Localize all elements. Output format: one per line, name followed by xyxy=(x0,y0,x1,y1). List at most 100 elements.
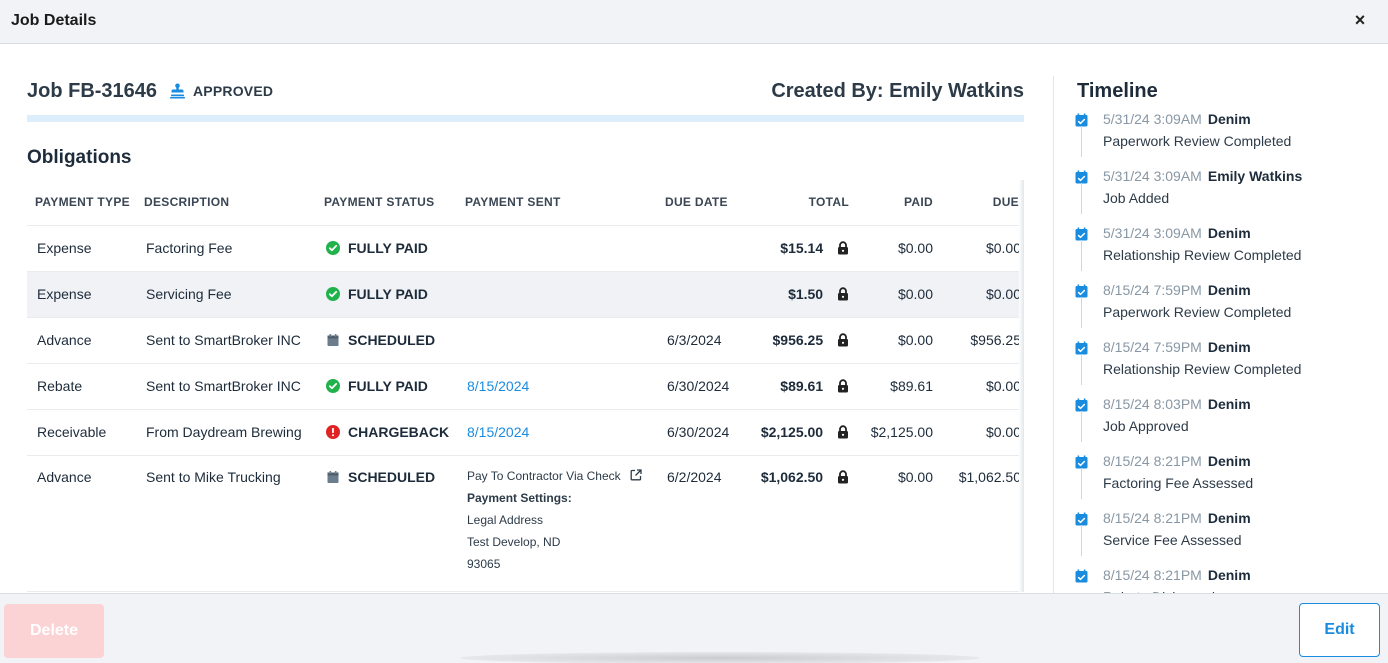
cell-description: From Daydream Brewing xyxy=(136,409,316,456)
obligations-table-container[interactable]: PAYMENT TYPE DESCRIPTION PAYMENT STATUS … xyxy=(27,180,1024,592)
timeline-date: 8/15/24 7:59PM xyxy=(1103,339,1202,355)
obligations-title: Obligations xyxy=(27,147,132,168)
timeline-actor: Denim xyxy=(1207,339,1251,355)
table-row[interactable]: Rebate Sent to SmartBroker INC FULLY PAI… xyxy=(27,363,1024,410)
cell-paid: $2,125.00 xyxy=(849,409,933,456)
cell-due-date: 6/30/2024 xyxy=(657,409,753,456)
timeline-actor: Denim xyxy=(1207,396,1251,412)
timeline-event: Paperwork Review Completed xyxy=(1103,304,1292,320)
table-scroll-edge xyxy=(1019,180,1024,592)
cell-payment-type: Receivable xyxy=(27,409,136,456)
payment-detail: Pay To Contractor Via Check Payment Sett… xyxy=(467,465,657,575)
modal-footer: Delete Edit xyxy=(0,593,1388,663)
check-circle-icon xyxy=(326,287,340,301)
cell-due: $0.00 xyxy=(933,363,1024,410)
check-circle-icon xyxy=(326,379,340,393)
lock-icon xyxy=(838,287,848,301)
timeline-connector xyxy=(1081,297,1082,328)
created-by: Created By: Emily Watkins xyxy=(771,80,1024,102)
timeline-connector xyxy=(1081,468,1082,499)
payment-status: SCHEDULED xyxy=(326,332,457,348)
timeline-connector xyxy=(1081,525,1082,556)
panel-divider xyxy=(1053,76,1054,593)
table-row[interactable]: Expense Factoring Fee FULLY PAID $15.14 … xyxy=(27,225,1024,272)
calendar-check-icon xyxy=(1075,170,1088,184)
col-header-due: DUE xyxy=(933,180,1024,226)
table-row[interactable]: Advance Sent to SmartBroker INC SCHEDULE… xyxy=(27,317,1024,364)
timeline-event: Service Fee Assessed xyxy=(1103,532,1242,548)
timeline-actor: Emily Watkins xyxy=(1207,168,1303,184)
timeline-date: 8/15/24 7:59PM xyxy=(1103,282,1202,298)
cell-due-date xyxy=(657,225,753,272)
job-status-text: APPROVED xyxy=(193,82,274,99)
timeline-connector xyxy=(1081,240,1082,271)
timeline-event: Paperwork Review Completed xyxy=(1103,133,1292,149)
timeline-item: 8/15/24 8:21PM Denim Factoring Fee Assesse… xyxy=(1054,418,1388,499)
timeline-event: Relationship Review Completed xyxy=(1103,247,1302,263)
cell-paid: $0.00 xyxy=(849,225,933,272)
delete-button[interactable]: Delete xyxy=(4,604,104,658)
cell-total: $15.14 xyxy=(780,240,824,256)
timeline-date: 8/15/24 8:21PM xyxy=(1103,453,1202,469)
check-circle-icon xyxy=(326,241,340,255)
calendar-check-icon xyxy=(1075,398,1088,412)
timeline-connector xyxy=(1081,354,1082,385)
payment-sent-link[interactable]: 8/15/2024 xyxy=(467,378,530,394)
timeline-panel[interactable]: Timeline 5/31/24 3:09AM Denim Paperwork Re… xyxy=(1054,76,1388,593)
col-header-payment-status: PAYMENT STATUS xyxy=(316,180,457,226)
payment-status: FULLY PAID xyxy=(326,378,457,394)
payment-settings-label: Payment Settings: xyxy=(467,490,572,505)
close-icon[interactable]: × xyxy=(1354,10,1366,30)
timeline-actor: Denim xyxy=(1207,282,1251,298)
calendar-check-icon xyxy=(1075,569,1088,583)
job-status-badge: APPROVED xyxy=(169,82,273,99)
cell-payment-type: Advance xyxy=(27,455,136,592)
cell-due: $956.25 xyxy=(933,317,1024,364)
modal-header: Job Details × xyxy=(0,0,1388,44)
cell-due: $0.00 xyxy=(933,225,1024,272)
approved-stamp-icon xyxy=(170,83,185,99)
table-row[interactable]: Expense Servicing Fee FULLY PAID $1.50 $… xyxy=(27,271,1024,318)
cell-paid: $0.00 xyxy=(849,317,933,364)
cell-paid: $0.00 xyxy=(849,455,933,592)
col-header-payment-type: PAYMENT TYPE xyxy=(27,180,136,226)
timeline-item: 8/15/24 7:59PM Denim Paperwork Review Comp… xyxy=(1054,247,1388,328)
address-city-state: Test Develop, ND xyxy=(467,534,561,549)
cell-due-date xyxy=(657,271,753,318)
timeline-item: 8/15/24 8:03PM Denim Job Approved xyxy=(1054,361,1388,442)
cell-due: $0.00 xyxy=(933,271,1024,318)
job-progress-bar xyxy=(27,115,1024,122)
timeline-date: 8/15/24 8:21PM xyxy=(1103,567,1202,583)
calendar-check-icon xyxy=(1075,455,1088,469)
cell-payment-sent xyxy=(457,317,657,364)
obligations-table: PAYMENT TYPE DESCRIPTION PAYMENT STATUS … xyxy=(27,180,1024,592)
timeline-date: 8/15/24 8:03PM xyxy=(1103,396,1202,412)
timeline-connector xyxy=(1081,126,1082,157)
external-link-icon[interactable] xyxy=(630,468,642,481)
timeline-actor: Denim xyxy=(1207,453,1251,469)
lock-icon xyxy=(838,379,848,393)
lock-icon xyxy=(838,241,848,255)
timeline-connector xyxy=(1081,411,1082,442)
table-row[interactable]: Receivable From Daydream Brewing CHARGEB… xyxy=(27,409,1024,456)
payment-sent-link[interactable]: 8/15/2024 xyxy=(467,424,530,440)
cell-description: Factoring Fee xyxy=(136,225,316,272)
table-row[interactable]: Advance Sent to Mike Trucking SCHEDULED … xyxy=(27,455,1024,592)
job-summary: Job FB-31646 APPROVED Created By: Emily … xyxy=(27,76,1024,122)
timeline-actor: Denim xyxy=(1207,111,1251,127)
cell-due-date: 6/2/2024 xyxy=(657,455,753,592)
timeline-event: Relationship Review Completed xyxy=(1103,361,1302,377)
cell-total: $2,125.00 xyxy=(760,424,824,440)
cell-payment-type: Advance xyxy=(27,317,136,364)
calendar-check-icon xyxy=(1075,113,1088,127)
col-header-description: DESCRIPTION xyxy=(136,180,316,226)
table-header-row: PAYMENT TYPE DESCRIPTION PAYMENT STATUS … xyxy=(27,180,1024,226)
cell-payment-type: Expense xyxy=(27,271,136,318)
cell-total: $1.50 xyxy=(788,286,824,302)
timeline-date: 5/31/24 3:09AM xyxy=(1103,168,1202,184)
cell-payment-type: Rebate xyxy=(27,363,136,410)
job-title: Job FB-31646 xyxy=(27,80,158,102)
payment-status: CHARGEBACK xyxy=(326,424,457,440)
edit-button[interactable]: Edit xyxy=(1299,603,1380,657)
cell-total: $956.25 xyxy=(772,332,824,348)
